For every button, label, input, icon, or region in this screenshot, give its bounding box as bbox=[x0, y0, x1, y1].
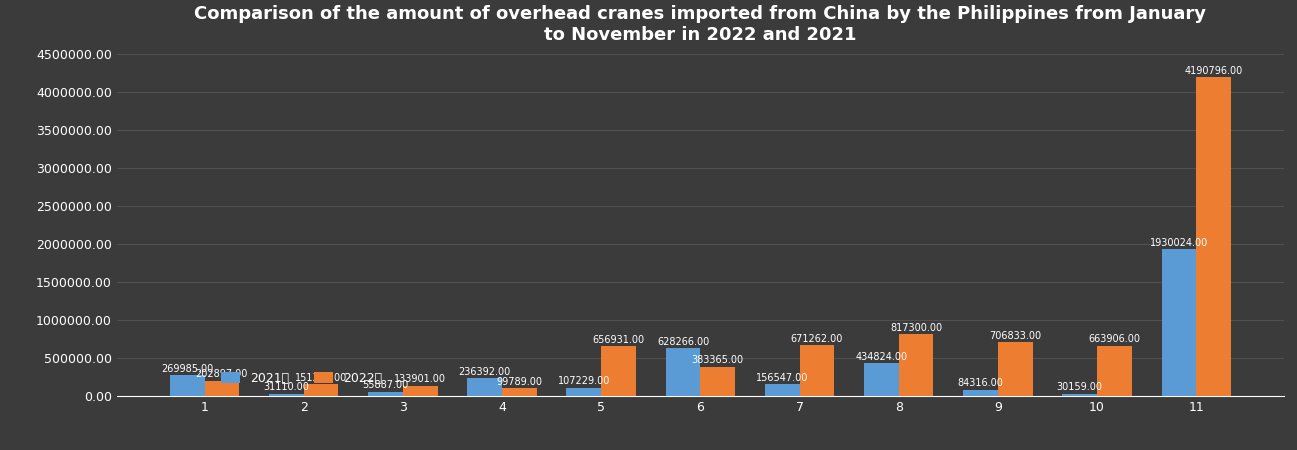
Text: 202897.00: 202897.00 bbox=[196, 369, 248, 379]
Bar bbox=[1062, 394, 1097, 396]
Text: 656931.00: 656931.00 bbox=[593, 335, 645, 345]
Bar bbox=[1196, 77, 1231, 396]
Text: 236392.00: 236392.00 bbox=[459, 367, 511, 377]
Bar bbox=[170, 375, 205, 396]
Bar bbox=[665, 348, 700, 396]
Text: 1930024.00: 1930024.00 bbox=[1149, 238, 1208, 248]
Bar bbox=[368, 392, 403, 396]
Text: 383365.00: 383365.00 bbox=[691, 356, 743, 365]
Bar bbox=[997, 342, 1032, 396]
Text: 84316.00: 84316.00 bbox=[957, 378, 1004, 388]
Text: 133901.00: 133901.00 bbox=[394, 374, 446, 384]
Bar bbox=[602, 346, 636, 396]
Text: 99789.00: 99789.00 bbox=[497, 377, 542, 387]
Text: 151365.00: 151365.00 bbox=[294, 373, 348, 383]
Text: 107229.00: 107229.00 bbox=[558, 377, 610, 387]
Text: 156547.00: 156547.00 bbox=[756, 373, 808, 383]
Bar bbox=[964, 390, 997, 396]
Bar bbox=[864, 363, 899, 396]
Bar bbox=[799, 345, 834, 396]
Bar bbox=[899, 334, 934, 396]
Bar bbox=[502, 388, 537, 396]
Text: 817300.00: 817300.00 bbox=[890, 323, 942, 333]
Text: 269985.00: 269985.00 bbox=[161, 364, 213, 374]
Bar bbox=[765, 384, 799, 396]
Bar bbox=[1162, 249, 1196, 396]
Text: 31110.00: 31110.00 bbox=[263, 382, 309, 392]
Text: 628266.00: 628266.00 bbox=[656, 337, 709, 347]
Text: 663906.00: 663906.00 bbox=[1088, 334, 1140, 344]
Bar bbox=[467, 378, 502, 396]
Bar bbox=[567, 388, 602, 396]
Text: 706833.00: 706833.00 bbox=[990, 331, 1041, 341]
Title: Comparison of the amount of overhead cranes imported from China by the Philippin: Comparison of the amount of overhead cra… bbox=[195, 5, 1206, 44]
Bar bbox=[268, 394, 303, 396]
Bar bbox=[303, 384, 339, 396]
Text: 55887.00: 55887.00 bbox=[362, 380, 409, 391]
Bar bbox=[205, 381, 239, 396]
Text: 30159.00: 30159.00 bbox=[1057, 382, 1102, 392]
Bar bbox=[1097, 346, 1132, 396]
Legend: 2021年, 2022年: 2021年, 2022年 bbox=[217, 367, 387, 390]
Text: 434824.00: 434824.00 bbox=[855, 351, 908, 362]
Text: 671262.00: 671262.00 bbox=[791, 333, 843, 344]
Bar bbox=[700, 367, 735, 396]
Bar bbox=[403, 386, 437, 396]
Text: 4190796.00: 4190796.00 bbox=[1184, 66, 1243, 76]
